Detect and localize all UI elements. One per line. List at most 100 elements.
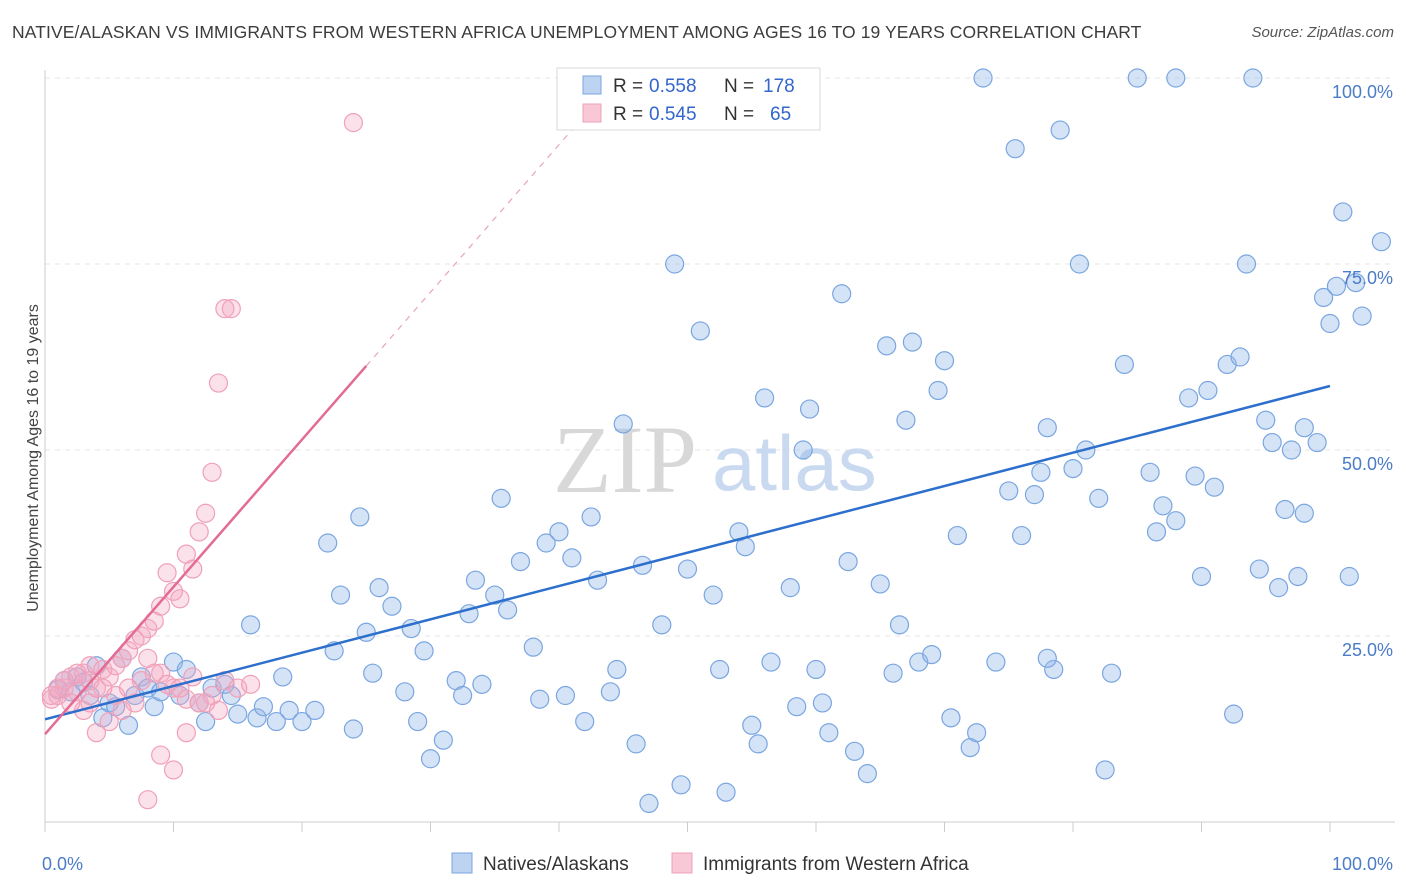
point-0-97 (857, 764, 878, 784)
point-0-124 (1069, 254, 1090, 274)
point-0-85 (754, 388, 775, 408)
point-0-87 (780, 578, 800, 598)
point-1-5 (73, 663, 94, 683)
point-0-155 (1307, 432, 1327, 453)
point-0-117 (1024, 485, 1045, 505)
point-1-12 (112, 648, 132, 668)
point-1-41 (99, 711, 119, 732)
point-1-27 (208, 373, 229, 393)
point-1-19 (157, 563, 177, 583)
point-0-25 (228, 704, 248, 724)
point-1-46 (41, 685, 62, 706)
point-0-147 (1256, 410, 1276, 430)
point-0-136 (1179, 388, 1199, 408)
point-0-74 (665, 254, 685, 274)
legend-r-label-natives: R = (613, 76, 643, 97)
point-0-100 (883, 663, 903, 683)
trend-layer (44, 114, 1331, 736)
point-0-56 (498, 600, 518, 620)
point-0-115 (1005, 139, 1025, 159)
point-0-72 (639, 793, 659, 814)
point-0-160 (1339, 566, 1359, 587)
point-0-65 (581, 507, 601, 527)
point-0-70 (626, 734, 646, 754)
point-0-58 (523, 637, 543, 657)
point-0-111 (967, 723, 987, 743)
point-0-47 (420, 749, 441, 769)
point-1-31 (151, 663, 171, 683)
point-0-119 (1037, 418, 1057, 438)
legend: R = 0.558 N = 178 R = 0.545 N = 65 (556, 67, 821, 131)
x-tick-label-0: 0.0% (42, 854, 83, 874)
point-0-62 (555, 685, 576, 706)
point-0-32 (292, 711, 312, 732)
point-0-41 (369, 578, 389, 598)
point-0-151 (1281, 440, 1302, 460)
point-1-62 (176, 723, 196, 743)
point-0-88 (787, 697, 807, 717)
point-0-36 (330, 585, 351, 605)
point-0-107 (934, 351, 955, 371)
point-1-42 (86, 723, 107, 743)
point-0-137 (1185, 466, 1205, 486)
point-1-51 (106, 656, 126, 676)
point-0-33 (305, 700, 325, 721)
point-0-129 (1114, 354, 1135, 375)
legend-n-label-immigrants: N = (724, 104, 754, 125)
point-0-54 (485, 585, 505, 605)
y-tick-label-1: 50.0% (1342, 454, 1393, 474)
point-0-46 (414, 641, 434, 661)
point-0-116 (1011, 525, 1032, 546)
watermark-atlas: atlas (712, 419, 877, 507)
point-0-78 (703, 585, 723, 605)
point-0-99 (877, 336, 897, 356)
point-0-105 (922, 644, 942, 665)
point-0-53 (472, 674, 492, 694)
point-0-130 (1127, 68, 1147, 88)
trend-extension-immigrants (365, 114, 586, 367)
point-0-150 (1275, 499, 1295, 520)
point-0-90 (799, 399, 820, 419)
y-tick-label-0: 25.0% (1342, 640, 1393, 660)
point-0-132 (1146, 522, 1167, 542)
point-0-61 (549, 522, 569, 542)
point-1-54 (144, 663, 164, 683)
point-0-112 (973, 68, 993, 88)
point-0-84 (748, 734, 768, 754)
point-1-61 (163, 760, 184, 780)
point-0-79 (710, 659, 730, 680)
point-0-162 (1352, 306, 1372, 326)
point-0-106 (928, 380, 948, 401)
point-0-29 (266, 711, 286, 732)
y-tick-label-2: 75.0% (1342, 268, 1393, 288)
y-axis-label: Unemployment Among Ages 16 to 19 years (25, 304, 42, 612)
point-0-133 (1153, 496, 1173, 516)
point-1-13 (118, 641, 139, 661)
tick-labels: 25.0% 50.0% 75.0% 100.0% 0.0% 100.0% (42, 82, 1393, 874)
point-0-55 (491, 488, 511, 508)
point-1-20 (163, 581, 184, 601)
point-1-63 (138, 790, 158, 810)
point-0-77 (690, 321, 710, 341)
point-0-145 (1243, 68, 1263, 88)
point-0-157 (1320, 313, 1340, 334)
y-tick-label-3: 100.0% (1332, 82, 1393, 102)
point-0-38 (350, 507, 370, 527)
point-0-123 (1063, 459, 1083, 479)
point-1-25 (196, 503, 216, 523)
point-1-45 (48, 678, 68, 698)
trend-line-immigrants (44, 365, 368, 736)
point-1-23 (183, 559, 203, 579)
point-1-26 (202, 462, 222, 482)
watermark-zip: ZIP (553, 406, 697, 513)
point-1-21 (170, 589, 190, 609)
point-0-142 (1224, 704, 1244, 724)
point-0-42 (382, 596, 402, 616)
point-1-38 (241, 674, 261, 694)
point-0-127 (1095, 760, 1115, 780)
point-0-103 (902, 332, 922, 352)
point-0-96 (844, 741, 865, 761)
point-0-26 (241, 615, 261, 635)
point-0-109 (947, 525, 967, 546)
